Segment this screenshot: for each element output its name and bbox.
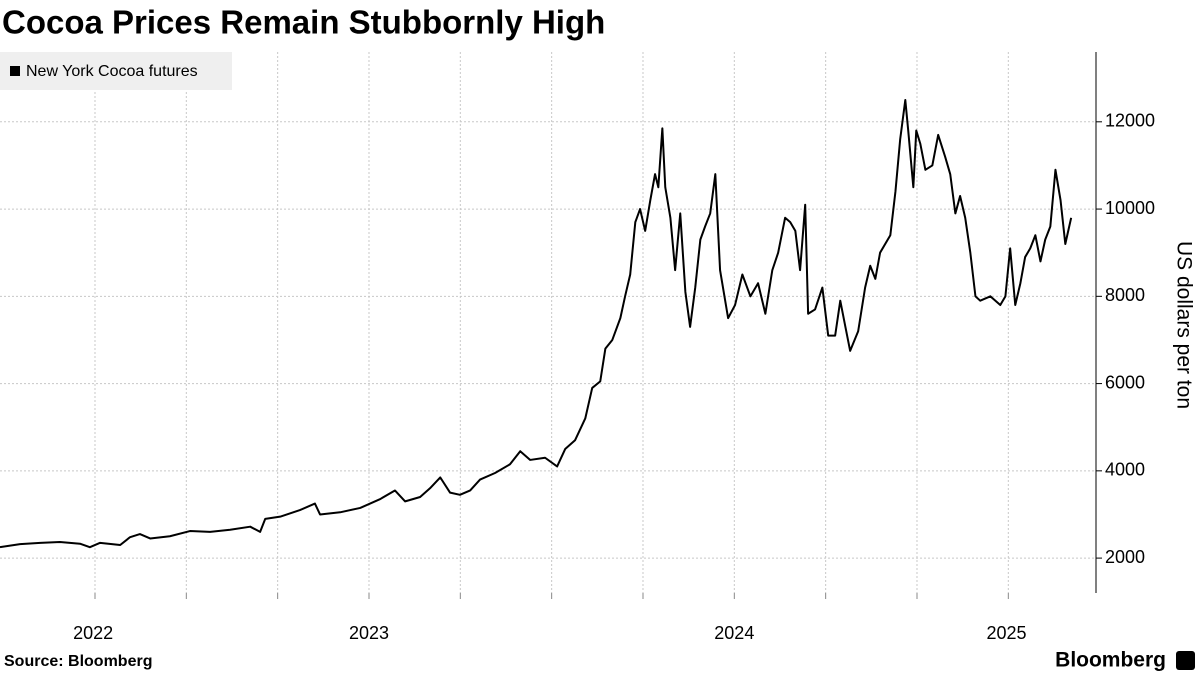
x-tick-label: 2022 [73,623,113,643]
chart-title: Cocoa Prices Remain Stubbornly High [2,4,605,41]
y-tick-label: 2000 [1105,547,1145,567]
y-axis-label: US dollars per ton [1172,241,1195,409]
x-tick-label: 2025 [986,623,1026,643]
y-tick-label: 6000 [1105,372,1145,392]
legend-label: New York Cocoa futures [26,63,198,80]
brand: Bloomberg [1055,649,1166,672]
y-tick-label: 10000 [1105,198,1155,218]
brand-icon [1176,651,1195,670]
price-line [0,98,1073,549]
y-tick-label: 8000 [1105,285,1145,305]
legend-swatch [10,66,20,76]
legend-box [0,52,232,90]
y-tick-label: 12000 [1105,111,1155,131]
x-tick-label: 2023 [349,623,389,643]
y-tick-label: 4000 [1105,460,1145,480]
source: Source: Bloomberg [4,653,152,670]
x-tick-label: 2024 [714,623,754,643]
